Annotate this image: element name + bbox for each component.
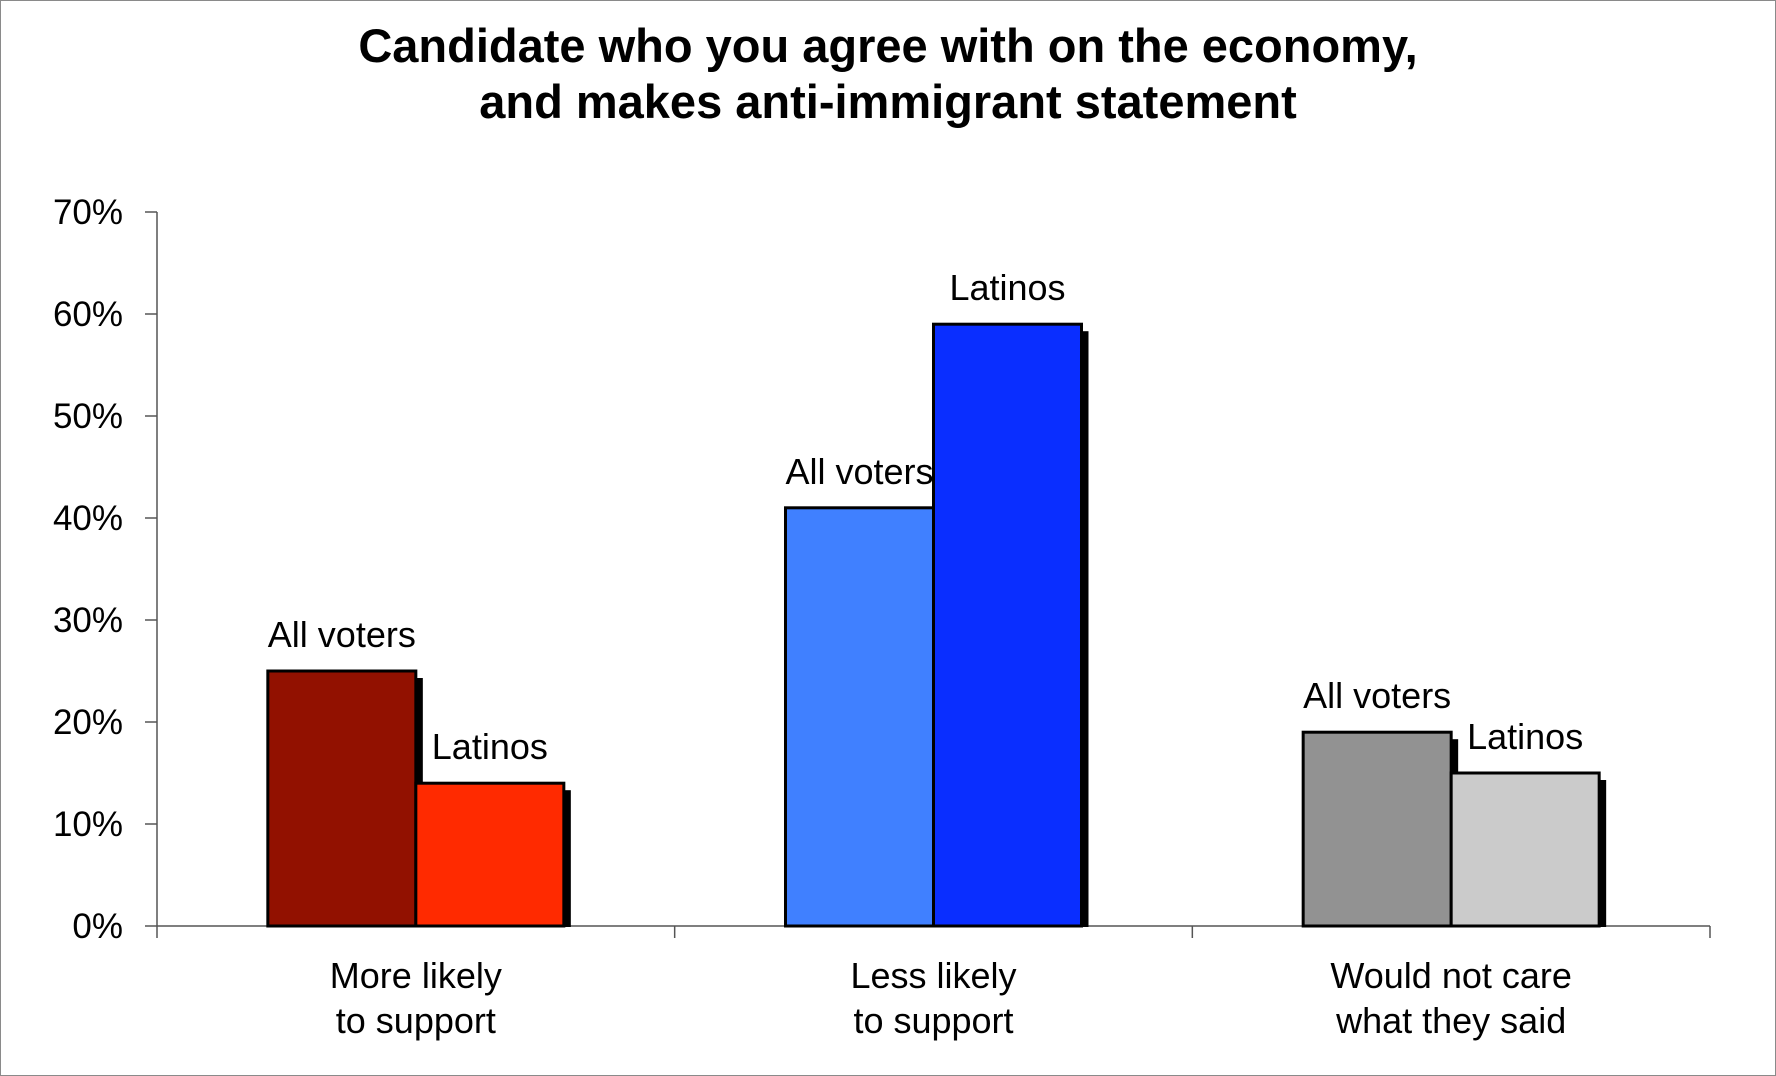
bar-data-label: Latinos — [949, 267, 1065, 308]
y-tick-label: 10% — [53, 805, 123, 844]
chart-title: Candidate who you agree with on the econ… — [0, 18, 1776, 130]
x-category-label: to support — [336, 1000, 496, 1041]
bar-data-label: All voters — [1303, 675, 1451, 716]
y-tick-label: 70% — [53, 193, 123, 232]
bar-latinos — [932, 322, 1083, 928]
bar-data-label: All voters — [785, 451, 933, 492]
bar-data-label: Latinos — [1467, 716, 1583, 757]
bar-group: All voters Latinos — [266, 614, 571, 928]
bar-data-label: Latinos — [432, 726, 548, 767]
y-tick-label: 0% — [72, 907, 123, 946]
x-category-label: More likely — [330, 955, 502, 996]
x-category-label: Less likely — [850, 955, 1016, 996]
bar-all-voters — [266, 669, 418, 928]
chart-title-line-1: Candidate who you agree with on the econ… — [358, 19, 1418, 72]
y-tick-label: 50% — [53, 397, 123, 436]
bar-latinos — [1449, 771, 1601, 928]
y-tick-label: 20% — [53, 703, 123, 742]
y-tick-label: 60% — [53, 295, 123, 334]
chart-title-line-2: and makes anti-immigrant statement — [479, 75, 1297, 128]
y-tick-label: 30% — [53, 601, 123, 640]
bar-latinos — [414, 781, 566, 928]
x-category-label: what they said — [1335, 1000, 1566, 1041]
y-tick-label: 40% — [53, 499, 123, 538]
bar-group: All voters Latinos — [1301, 675, 1607, 928]
bar-data-label: All voters — [268, 614, 416, 655]
x-category-label: Would not care — [1330, 955, 1571, 996]
bar-group: All voters Latinos — [784, 267, 1089, 928]
x-category-label: to support — [853, 1000, 1013, 1041]
bar-all-voters — [784, 506, 935, 928]
bar-all-voters — [1301, 730, 1453, 928]
